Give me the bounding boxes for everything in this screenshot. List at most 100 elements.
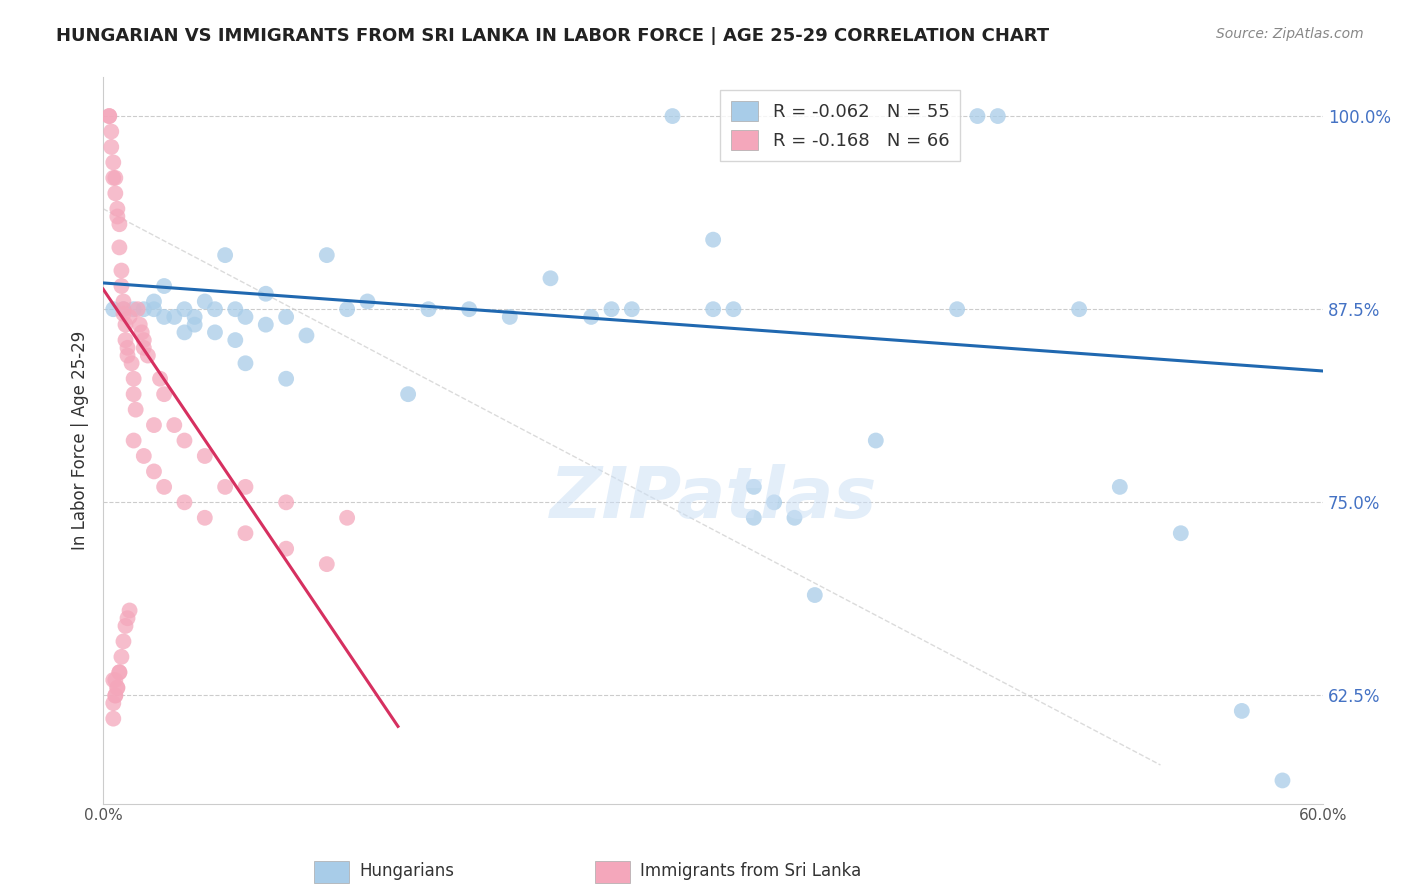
Point <box>1170 526 1192 541</box>
Point <box>105 681 128 695</box>
Point <box>103 696 125 710</box>
Point <box>108 240 131 254</box>
Point <box>117 349 139 363</box>
Point <box>110 649 132 664</box>
Point <box>124 402 146 417</box>
Legend: R = -0.062   N = 55, R = -0.168   N = 66: R = -0.062 N = 55, R = -0.168 N = 66 <box>720 90 960 161</box>
Point <box>108 217 131 231</box>
Point <box>122 372 145 386</box>
Point <box>132 341 155 355</box>
Point <box>356 294 378 309</box>
Point <box>865 434 887 448</box>
Point <box>1069 302 1091 317</box>
Point <box>112 634 135 648</box>
Point <box>112 307 135 321</box>
Y-axis label: In Labor Force | Age 25-29: In Labor Force | Age 25-29 <box>72 331 89 550</box>
Point <box>122 387 145 401</box>
Point <box>276 495 298 509</box>
Point <box>204 302 226 317</box>
Point <box>235 480 257 494</box>
Point <box>163 310 186 324</box>
Text: Hungarians: Hungarians <box>359 863 454 880</box>
Point <box>110 263 132 277</box>
Point <box>103 302 125 317</box>
Point <box>100 140 122 154</box>
Point <box>804 588 827 602</box>
Point <box>100 124 122 138</box>
Point <box>132 449 155 463</box>
Point <box>173 434 195 448</box>
Point <box>661 109 683 123</box>
Point <box>418 302 440 317</box>
Point <box>114 318 136 332</box>
Point <box>104 689 127 703</box>
Point <box>946 302 969 317</box>
Point <box>194 449 217 463</box>
Point <box>153 310 176 324</box>
Point <box>98 109 121 123</box>
Point <box>118 603 141 617</box>
Point <box>173 495 195 509</box>
Point <box>127 302 149 317</box>
Point <box>114 619 136 633</box>
Point <box>143 302 166 317</box>
Point <box>105 202 128 216</box>
Text: ZIPatlas: ZIPatlas <box>550 464 877 533</box>
Point <box>194 294 217 309</box>
Point <box>1108 480 1130 494</box>
Point <box>103 673 125 687</box>
Point <box>224 302 246 317</box>
Point <box>315 557 337 571</box>
Point <box>105 210 128 224</box>
Point <box>143 465 166 479</box>
Point <box>104 186 127 201</box>
Point <box>499 310 522 324</box>
Point <box>173 326 195 340</box>
Point <box>763 495 786 509</box>
Point <box>173 302 195 317</box>
Point <box>315 248 337 262</box>
Point <box>783 510 806 524</box>
Point <box>224 333 246 347</box>
Point <box>295 328 318 343</box>
Point <box>103 170 125 185</box>
Point <box>204 326 226 340</box>
Point <box>702 302 724 317</box>
Point <box>114 333 136 347</box>
Point <box>132 333 155 347</box>
Point <box>183 318 205 332</box>
Point <box>153 480 176 494</box>
Point <box>723 302 745 317</box>
Point <box>104 673 127 687</box>
Point <box>117 611 139 625</box>
Point <box>183 310 205 324</box>
Text: Immigrants from Sri Lanka: Immigrants from Sri Lanka <box>640 863 862 880</box>
Point <box>540 271 562 285</box>
Point <box>104 689 127 703</box>
Point <box>122 434 145 448</box>
Point <box>966 109 988 123</box>
Point <box>131 326 153 340</box>
Point <box>128 318 150 332</box>
Point <box>396 387 419 401</box>
Point <box>254 318 277 332</box>
Point <box>620 302 643 317</box>
Point <box>214 480 236 494</box>
Point <box>336 302 359 317</box>
Point <box>118 310 141 324</box>
Point <box>276 541 298 556</box>
Text: HUNGARIAN VS IMMIGRANTS FROM SRI LANKA IN LABOR FORCE | AGE 25-29 CORRELATION CH: HUNGARIAN VS IMMIGRANTS FROM SRI LANKA I… <box>56 27 1049 45</box>
Point <box>276 372 298 386</box>
Point <box>112 302 135 317</box>
Point <box>153 387 176 401</box>
Point <box>702 233 724 247</box>
Point <box>600 302 623 317</box>
Point <box>579 310 602 324</box>
Point <box>336 510 359 524</box>
Point <box>742 510 765 524</box>
Point <box>235 356 257 370</box>
Point <box>103 712 125 726</box>
Point <box>194 510 217 524</box>
Point <box>122 302 145 317</box>
Point <box>163 418 186 433</box>
